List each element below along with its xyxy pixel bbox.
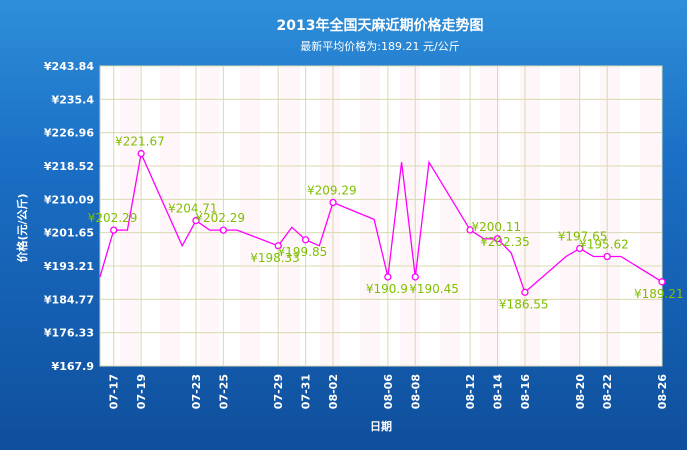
data-label: ¥186.55 [499,297,549,311]
y-tick-label: ¥226.96 [44,127,94,140]
data-point [658,278,666,286]
data-label: ¥197.65 [558,229,608,243]
data-label: ¥209.29 [307,183,357,197]
data-points [110,149,666,296]
x-tick-labels: 07-17 07-19 07-23 07-25 07-29 07-31 08-02 08-06… [108,374,669,410]
x-tick-label: 08-22 [601,374,614,409]
x-tick-label: 07-17 [108,374,121,409]
data-point [384,273,392,281]
data-point [137,149,145,158]
data-label: ¥202.29 [195,211,245,225]
data-point [576,244,584,253]
data-labels: ¥202.29¥221.67¥204.71¥202.29¥198.33¥199.… [88,135,684,312]
plot-area [99,65,663,367]
y-tick-label: ¥218.52 [44,160,94,173]
chart-title: 2013年全国天麻近期价格走势图 [277,17,484,34]
data-point [411,273,419,281]
y-tick-label: ¥201.65 [44,227,94,240]
x-tick-label: 08-08 [409,374,422,409]
x-tick-label: 07-23 [190,374,203,409]
x-tick-label: 08-02 [327,374,340,409]
y-tick-label: ¥176.33 [44,327,94,340]
data-point [466,226,474,234]
data-label: ¥198.33 [250,251,300,265]
data-label: ¥202.35 [480,235,530,249]
data-label: ¥195.62 [579,237,629,251]
y-axis-title: 价格(元/公斤) [15,193,29,262]
data-label: ¥190.45 [409,282,459,296]
x-tick-label: 07-31 [300,374,313,409]
data-label: ¥189.21 [634,287,684,301]
data-label: ¥200.11 [472,220,522,234]
data-point [110,226,118,234]
y-tick-label: ¥193.21 [44,260,94,273]
y-tick-label: ¥235.4 [52,93,95,106]
data-label: ¥199.85 [278,245,328,259]
x-tick-label: 08-12 [464,374,477,409]
data-point [493,235,502,243]
data-label: ¥202.29 [88,211,138,225]
y-tick-labels: ¥167.9 ¥176.33 ¥184.77 ¥193.21 ¥201.65 ¥210.0… [44,60,94,373]
y-tick-label: ¥167.9 [52,360,94,373]
data-point [274,242,282,250]
x-tick-label: 08-26 [656,374,669,410]
data-point [219,226,228,234]
x-tick-label: 08-14 [492,374,505,410]
x-gridlines [113,66,663,366]
x-tick-label: 07-25 [217,374,230,409]
data-label: ¥190.9 [366,282,408,296]
data-point [192,216,200,225]
y-tick-label: ¥184.77 [44,293,94,306]
x-tick-label: 08-20 [574,374,587,410]
x-tick-label: 07-19 [135,374,148,409]
data-label: ¥221.67 [115,135,165,149]
y-gridlines [100,65,662,367]
x-tick-label: 08-06 [382,374,395,410]
y-tick-label: ¥210.09 [44,193,94,206]
x-axis-title: 日期 [370,419,392,433]
data-point [603,252,611,261]
data-label: ¥204.71 [168,202,218,216]
x-tick-label: 07-29 [272,374,285,409]
y-tick-label: ¥243.84 [44,60,94,73]
data-point [301,236,310,244]
chart-subtitle: 最新平均价格为:189.21 元/公斤 [300,39,459,53]
data-point [521,288,529,296]
x-tick-label: 08-16 [519,374,532,410]
data-point [329,198,337,207]
price-series-line [99,151,663,294]
